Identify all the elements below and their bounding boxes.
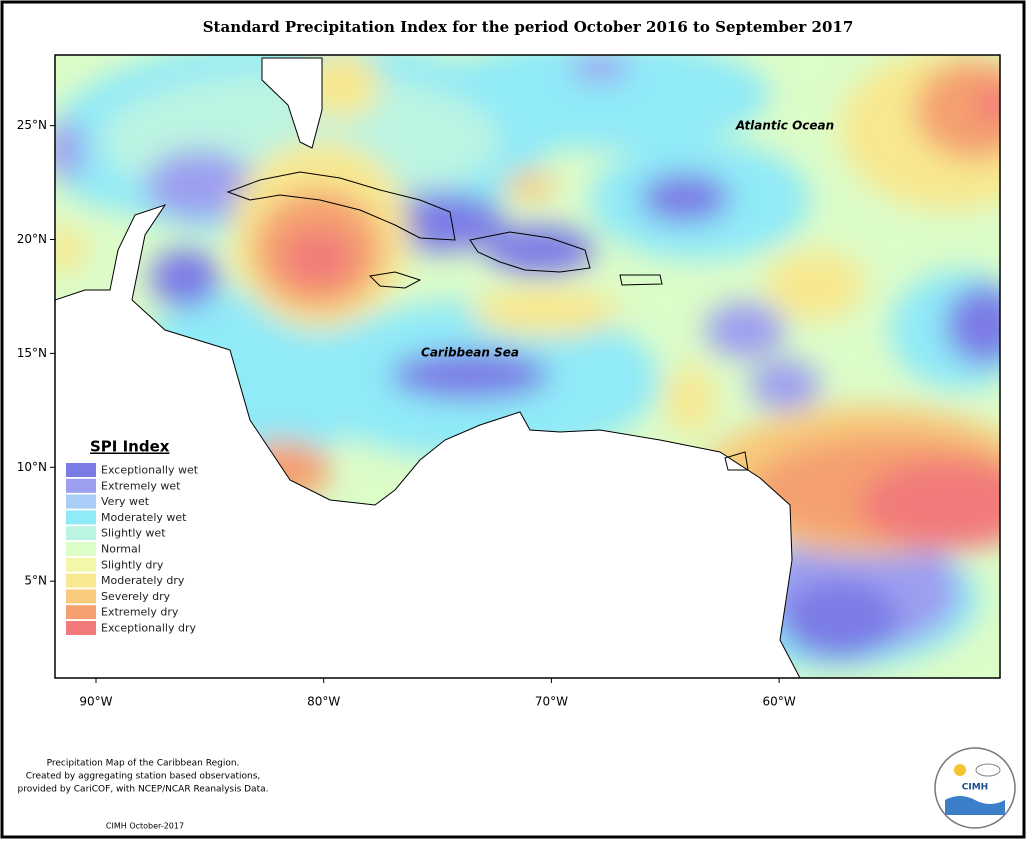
credit: CIMH October-2017 <box>106 822 184 831</box>
legend-label: Exceptionally wet <box>101 464 199 477</box>
ocean-label: Atlantic Ocean <box>735 119 834 133</box>
y-tick-label: 25°N <box>17 118 47 132</box>
legend-label: Slightly wet <box>101 527 166 540</box>
x-tick-label: 80°W <box>307 695 340 709</box>
spi-zone <box>55 120 85 180</box>
legend-label: Extremely wet <box>101 479 181 492</box>
legend-swatch <box>66 478 96 493</box>
legend-swatch <box>66 526 96 541</box>
logo-sun <box>954 764 966 776</box>
spi-zone <box>283 230 353 286</box>
legend-swatch <box>66 621 96 635</box>
x-tick-label: 70°W <box>535 695 568 709</box>
y-tick-label: 10°N <box>17 460 47 474</box>
sea-label: Caribbean Sea <box>421 346 519 360</box>
spi-zone <box>915 60 1000 160</box>
spi-zone <box>145 150 255 220</box>
spi-zone <box>945 285 1000 365</box>
legend-swatch <box>66 557 96 572</box>
y-tick-label: 15°N <box>17 346 47 360</box>
legend-label: Normal <box>101 543 141 556</box>
legend-label: Extremely dry <box>101 606 179 619</box>
spi-zone <box>975 85 1000 125</box>
spi-zone <box>705 302 785 358</box>
spi-zone <box>640 173 730 223</box>
y-tick-label: 20°N <box>17 232 47 246</box>
legend-swatch <box>66 463 96 477</box>
spi-zone <box>485 225 595 275</box>
legend-label: Severely dry <box>101 590 171 603</box>
map-title: Standard Precipitation Index for the per… <box>203 18 854 36</box>
field-blobs <box>55 55 1000 670</box>
x-tick-label: 90°W <box>79 695 112 709</box>
jamaica <box>368 271 422 289</box>
legend: SPI Index Exceptionally wet Extremely wet… <box>66 438 199 635</box>
spi-zone <box>860 460 1000 550</box>
trinidad <box>724 451 749 471</box>
spi-zone <box>430 55 770 150</box>
puerto-rico <box>619 274 663 286</box>
legend-swatch <box>66 510 96 525</box>
footnote-line: Created by aggregating station based obs… <box>26 772 261 782</box>
legend-swatch <box>66 573 96 588</box>
footnote-line: Precipitation Map of the Caribbean Regio… <box>47 759 240 769</box>
legend-swatch <box>66 494 96 509</box>
spi-zone <box>55 225 85 275</box>
spi-zone <box>390 350 550 400</box>
spi-zone <box>780 580 900 660</box>
spi-zone <box>570 55 630 82</box>
map-frame <box>54 54 1001 679</box>
spi-zone <box>750 360 820 410</box>
hispaniola <box>469 231 591 273</box>
legend-label: Slightly dry <box>101 558 164 571</box>
legend-label: Very wet <box>101 495 150 508</box>
logo-water <box>945 796 1005 815</box>
logo: CIMH <box>934 747 1016 829</box>
spi-zone <box>470 287 620 337</box>
spi-zone <box>505 170 555 200</box>
legend-swatch <box>66 542 96 556</box>
mainland <box>55 204 801 678</box>
cuba <box>226 171 456 241</box>
legend-swatch <box>66 605 96 620</box>
logo-cloud <box>975 763 1001 777</box>
x-tick-label: 60°W <box>763 695 796 709</box>
logo-text: CIMH <box>962 783 988 793</box>
legend-label: Moderately dry <box>101 574 185 587</box>
florida <box>261 57 323 149</box>
legend-swatch <box>66 589 96 604</box>
land <box>55 57 801 678</box>
spi-zone <box>150 248 220 308</box>
footnote-line: provided by CariCOF, with NCEP/NCAR Rean… <box>18 785 269 795</box>
y-tick-label: 5°N <box>24 574 47 588</box>
legend-label: Exceptionally dry <box>101 622 196 635</box>
legend-label: Moderately wet <box>101 511 187 524</box>
legend-title: SPI Index <box>90 438 170 456</box>
spi-zone <box>765 250 865 320</box>
spi-zone <box>665 365 715 435</box>
